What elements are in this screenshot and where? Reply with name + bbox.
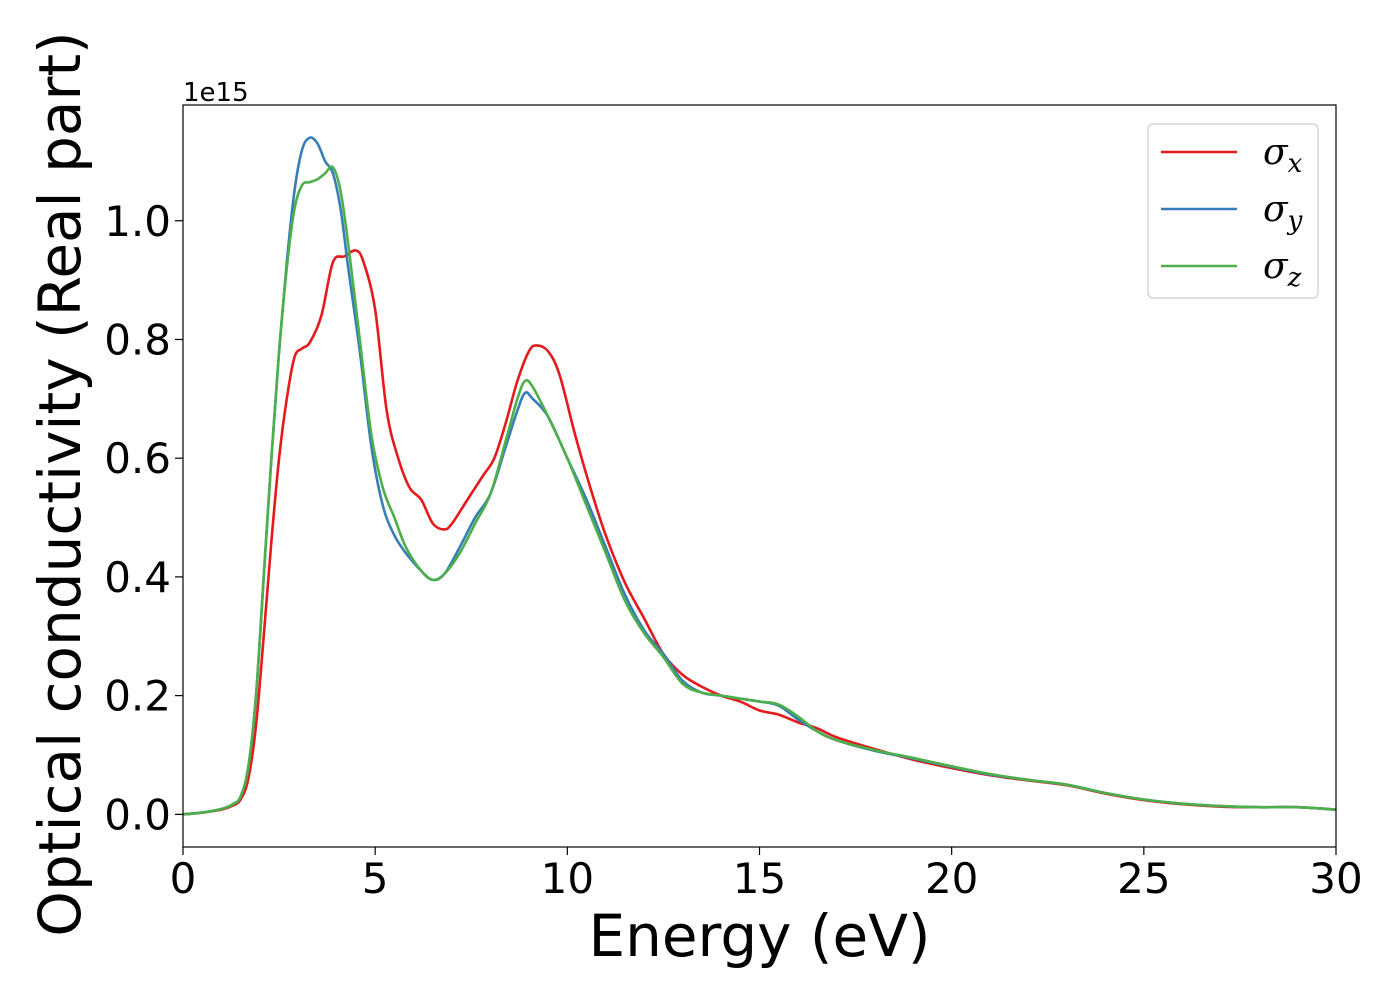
legend-label-y: σy: [1263, 189, 1303, 236]
y-tick-label: 0.0: [104, 790, 171, 839]
x-tick-label: 10: [541, 854, 594, 903]
legend-subscript: x: [1288, 149, 1303, 179]
y-axis-ticks: 0.0 0.2 0.4 0.6 0.8 1.0: [104, 197, 183, 839]
y-tick-label: 0.2: [104, 672, 171, 721]
y-tick-label: 0.4: [104, 553, 171, 602]
legend-subscript: z: [1287, 263, 1302, 293]
legend-label-z: σz: [1263, 246, 1302, 293]
y-axis-title: Optical conductivity (Real part): [26, 31, 94, 936]
series-layer: [183, 136, 1336, 816]
legend-subscript: y: [1287, 206, 1303, 236]
legend-symbol: σ: [1263, 246, 1289, 287]
x-tick-label: 30: [1309, 854, 1362, 903]
x-axis-title: Energy (eV): [588, 902, 930, 970]
legend-symbol: σ: [1263, 132, 1289, 173]
x-tick-label: 25: [1117, 854, 1170, 903]
x-tick-label: 20: [925, 854, 978, 903]
y-axis-offset-text: 1e15: [183, 78, 249, 108]
x-tick-label: 0: [170, 854, 197, 903]
y-tick-label: 0.8: [104, 315, 171, 364]
legend-symbol: σ: [1263, 189, 1289, 230]
x-tick-label: 5: [362, 854, 389, 903]
x-axis-ticks: 0 5 10 15 20 25 30: [170, 847, 1363, 903]
legend-box: [1147, 123, 1319, 299]
x-tick-label: 15: [733, 854, 786, 903]
legend-label-x: σx: [1263, 132, 1303, 179]
series-line-x: [183, 249, 1336, 816]
y-tick-label: 1.0: [104, 197, 171, 246]
y-tick-label: 0.6: [104, 434, 171, 483]
series-line-z: [183, 165, 1336, 816]
